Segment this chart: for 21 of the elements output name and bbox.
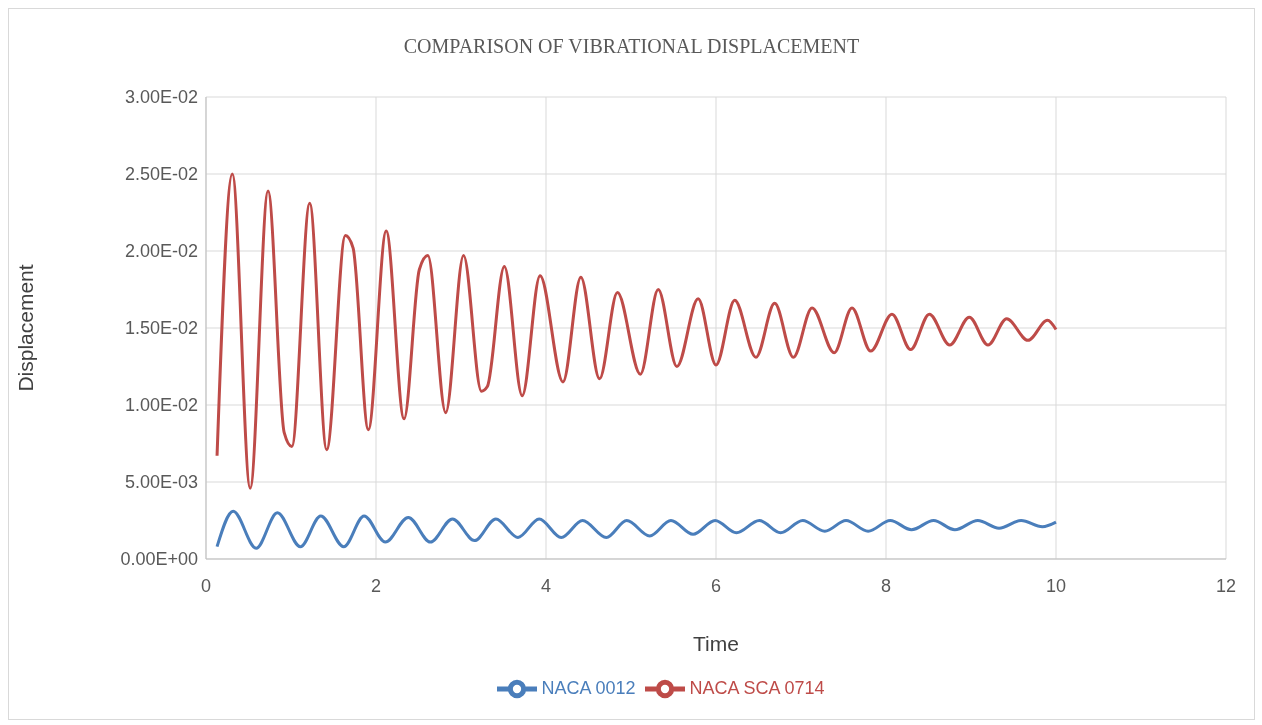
- x-tick-label: 12: [1215, 575, 1237, 596]
- y-tick-label: 1.50E-02: [124, 318, 198, 339]
- legend-label: NACA SCA 0714: [689, 677, 825, 698]
- x-tick-label: 0: [200, 575, 212, 596]
- line-series: [215, 509, 1058, 550]
- y-tick-label: 5.00E-03: [124, 472, 198, 493]
- y-tick-label: 1.00E-02: [124, 395, 198, 416]
- x-tick-label: 6: [710, 575, 722, 596]
- y-tick-label: 2.50E-02: [124, 164, 198, 185]
- x-tick-label: 10: [1045, 575, 1067, 596]
- chart-title: COMPARISON OF VIBRATIONAL DISPLACEMENT: [402, 35, 861, 58]
- y-tick-label: 3.00E-02: [124, 87, 198, 108]
- x-tick-label: 8: [880, 575, 892, 596]
- line-series: [215, 172, 1058, 490]
- x-axis-title: Time: [693, 632, 739, 655]
- x-tick-label: 4: [540, 575, 552, 596]
- y-tick-label: 2.00E-02: [124, 241, 198, 262]
- y-axis-title: Displacement: [14, 264, 38, 392]
- legend-label: NACA 0012: [541, 677, 636, 698]
- y-tick-label: 0.00E+00: [120, 549, 198, 570]
- x-tick-label: 2: [370, 575, 382, 596]
